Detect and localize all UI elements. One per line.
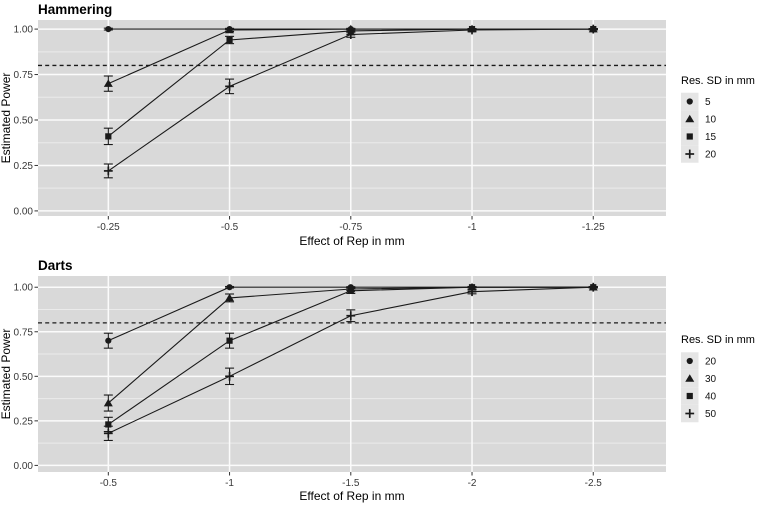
x-tick-label: -1 xyxy=(468,222,477,233)
marker-square xyxy=(468,284,476,291)
x-axis-title: Effect of Rep in mm xyxy=(299,489,404,503)
y-tick-label: 0.00 xyxy=(14,206,34,217)
legend-key-label: 20 xyxy=(705,357,717,368)
y-tick-label: 0.25 xyxy=(14,416,34,427)
legend-key-label: 30 xyxy=(705,374,717,385)
legend-key-label: 15 xyxy=(705,132,717,143)
plot-panel: 0.00 0.25 0.50 0.75 1.00 -0.25 -0.5 -0.75 -1 -1.2… xyxy=(14,20,666,233)
y-axis-title: Estimated Power xyxy=(0,73,13,164)
marker-circle xyxy=(686,357,693,365)
y-tick-label: 0.25 xyxy=(14,161,34,172)
panel-background xyxy=(38,276,666,472)
marker-square xyxy=(686,392,693,400)
legend-key-label: 10 xyxy=(705,115,717,126)
marker-circle xyxy=(686,98,693,105)
x-tick-label: -2.5 xyxy=(585,478,603,489)
x-tick-label: -0.25 xyxy=(97,222,120,233)
x-axis-title: Effect of Rep in mm xyxy=(299,234,404,248)
marker-triangle xyxy=(685,374,695,382)
y-axis-title: Estimated Power xyxy=(0,329,13,420)
chart-hammering: 0.00 0.25 0.50 0.75 1.00 -0.25 -0.5 -0.75 -1 -1.2… xyxy=(0,2,755,248)
marker-triangle xyxy=(225,25,235,34)
legend: 20 30 40 50 xyxy=(681,352,717,423)
panel-background xyxy=(38,20,666,216)
x-tick-label: -0.75 xyxy=(339,222,362,233)
x-tick-label: -1.25 xyxy=(582,222,605,233)
legend-title: Res. SD in mm xyxy=(681,75,755,87)
x-tick-label: -0.5 xyxy=(221,222,239,233)
marker-triangle xyxy=(103,79,113,87)
y-tick-label: 0.50 xyxy=(14,372,34,383)
chart-title: Hammering xyxy=(38,2,112,17)
marker-triangle xyxy=(225,293,235,302)
y-tick-label: 0.00 xyxy=(14,461,34,472)
marker-square xyxy=(105,133,112,140)
legend-key-label: 5 xyxy=(705,97,711,108)
plot-panel: 0.00 0.25 0.50 0.75 1.00 -0.5 -1 -1.5 -2 -2.5 xyxy=(14,276,666,489)
legend-title: Res. SD in mm xyxy=(681,334,755,346)
y-tick-label: 0.75 xyxy=(14,327,34,338)
marker-square xyxy=(686,133,693,140)
x-tick-label: -1.5 xyxy=(342,478,360,489)
marker-triangle xyxy=(103,398,113,407)
marker-square xyxy=(105,421,112,428)
legend: 5 10 15 20 xyxy=(681,92,717,163)
y-tick-label: 1.00 xyxy=(14,283,34,294)
marker-square xyxy=(347,287,354,294)
marker-circle xyxy=(226,284,233,291)
legend-key-label: 40 xyxy=(705,392,717,403)
marker-circle xyxy=(105,337,112,344)
marker-square xyxy=(226,36,233,44)
x-tick-label: -0.5 xyxy=(100,478,118,489)
marker-circle xyxy=(105,25,112,33)
marker-triangle xyxy=(685,114,695,123)
y-tick-label: 0.75 xyxy=(14,70,34,81)
legend-key-label: 20 xyxy=(705,150,717,161)
chart-title: Darts xyxy=(38,258,73,273)
x-tick-label: -1 xyxy=(225,478,234,489)
marker-square xyxy=(226,337,233,344)
y-tick-label: 0.50 xyxy=(14,116,34,127)
x-tick-label: -2 xyxy=(468,478,477,489)
legend-key-label: 50 xyxy=(705,409,717,420)
chart-darts: 0.00 0.25 0.50 0.75 1.00 -0.5 -1 -1.5 -2 -2.5 Dar… xyxy=(0,258,755,503)
y-tick-label: 1.00 xyxy=(14,25,34,36)
